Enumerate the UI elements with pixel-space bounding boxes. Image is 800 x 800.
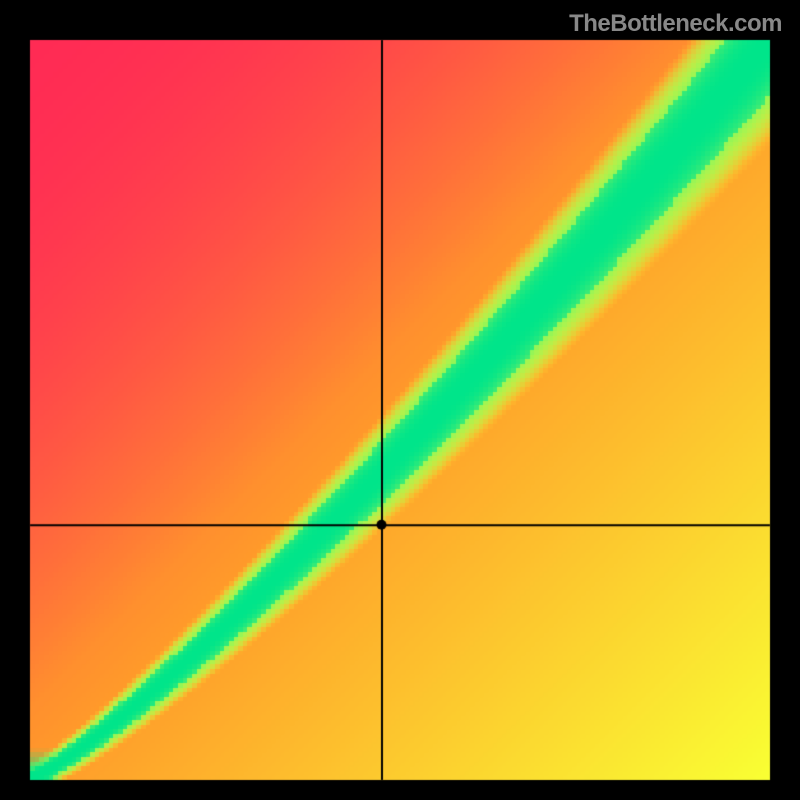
chart-container: { "watermark": { "text": "TheBottleneck.…	[0, 0, 800, 800]
crosshair-overlay	[0, 0, 800, 800]
watermark-text: TheBottleneck.com	[569, 10, 782, 38]
